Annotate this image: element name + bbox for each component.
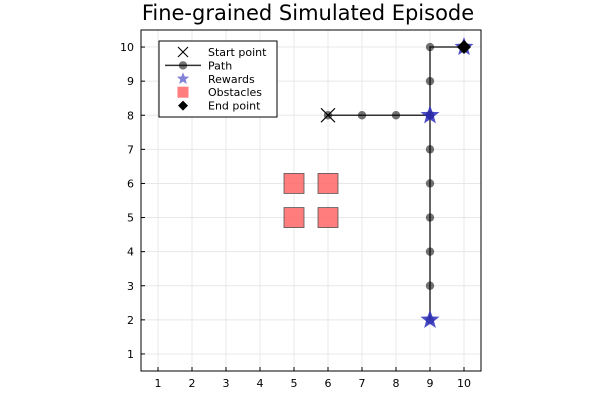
x-tick-label: 2: [189, 377, 196, 390]
start-point-marker: [320, 107, 336, 123]
y-tick-label: 6: [127, 177, 134, 190]
y-tick-label: 9: [127, 75, 134, 88]
y-tick-label: 8: [127, 109, 134, 122]
chart-series: [283, 37, 474, 328]
legend-label: Rewards: [208, 73, 255, 86]
legend-label: Obstacles: [208, 86, 262, 99]
path-point: [425, 213, 435, 222]
path-point: [425, 179, 435, 188]
x-tick-label: 8: [393, 377, 400, 390]
x-tick-label: 5: [291, 377, 298, 390]
x-tick-label: 10: [457, 377, 471, 390]
obstacle-marker: [317, 207, 339, 228]
x-tick-label: 9: [427, 377, 434, 390]
legend-obstacle-icon: [177, 86, 189, 98]
plot-frame: [140, 29, 482, 372]
axis-ticks: 1 2 3 4 5 6 7 8 9 10 1 2 3 4 5 6 7 8 9 10: [120, 41, 471, 390]
reward-marker: [420, 105, 440, 124]
obstacle-marker: [283, 207, 305, 228]
x-tick-label: 7: [359, 377, 366, 390]
legend-reward-icon: [176, 72, 190, 85]
end-point-marker: [457, 40, 471, 55]
path-point: [425, 281, 435, 290]
x-tick-label: 1: [155, 377, 162, 390]
x-tick-label: 4: [257, 377, 264, 390]
path-point: [357, 111, 367, 120]
y-tick-label: 5: [127, 212, 134, 225]
x-tick-label: 3: [223, 377, 230, 390]
reward-marker: [420, 309, 440, 328]
path-point: [425, 247, 435, 256]
legend-label: End point: [208, 100, 261, 113]
legend-label: Start point: [208, 46, 267, 59]
legend-box: [158, 40, 278, 118]
y-tick-label: 1: [127, 348, 134, 361]
path-point: [425, 42, 435, 52]
y-tick-label: 3: [127, 280, 134, 293]
path-point: [391, 111, 401, 120]
obstacle-marker: [283, 173, 305, 194]
y-tick-label: 4: [127, 246, 134, 259]
path-point: [425, 145, 435, 154]
legend-path-icon: [178, 61, 188, 70]
y-tick-label: 10: [120, 41, 134, 54]
legend-label: Path: [208, 59, 232, 72]
chart-title: Fine-grained Simulated Episode: [142, 1, 474, 25]
path-line: [328, 46, 464, 320]
path-point: [425, 76, 435, 86]
grid: [141, 30, 481, 371]
legend-start-icon: [177, 46, 189, 58]
y-tick-label: 2: [127, 314, 134, 327]
obstacle-marker: [317, 173, 339, 194]
legend-end-icon: [178, 100, 188, 111]
x-tick-label: 6: [325, 377, 332, 390]
y-tick-label: 7: [127, 143, 134, 156]
